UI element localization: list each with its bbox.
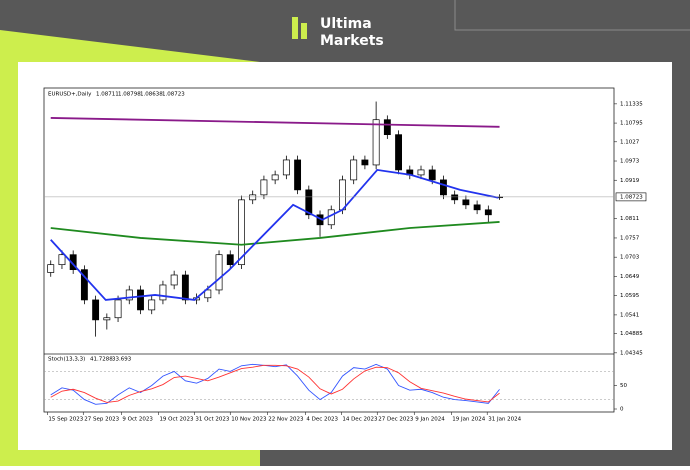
moving-average <box>50 221 500 246</box>
candle-body <box>271 174 279 181</box>
x-tick-label: 10 Nov 2023 <box>231 417 267 423</box>
symbol-title: EURUSD+,Daily <box>48 92 92 98</box>
candle-body <box>440 179 447 196</box>
candle-body <box>148 299 156 311</box>
y-tick-label: 1.0757 <box>620 235 640 241</box>
x-tick-label: 14 Dec 2023 <box>342 417 378 423</box>
candle-body <box>361 159 369 166</box>
brand-line2: Markets <box>320 33 384 49</box>
candle-body <box>417 169 425 176</box>
chart-frame <box>43 87 615 413</box>
stoch-line <box>50 363 500 405</box>
stoch-k-value: 41.7288 <box>90 357 113 363</box>
x-tick-label: 9 Jan 2024 <box>415 417 445 423</box>
candle-body <box>238 199 245 266</box>
x-tick-label: 31 Oct 2023 <box>195 417 230 423</box>
y-tick-label: 1.0973 <box>620 159 640 165</box>
indicator-title: Stoch(13,3,3) <box>48 357 85 363</box>
x-tick-label: 15 Sep 2023 <box>48 417 83 423</box>
ohlc-close: 1.08723 <box>162 92 185 98</box>
candle-body <box>282 159 290 176</box>
candle-body <box>428 169 436 181</box>
candle-body <box>462 199 470 206</box>
x-tick-label: 9 Oct 2023 <box>122 417 153 423</box>
candle-body <box>473 204 481 211</box>
x-tick-label: 22 Nov 2023 <box>268 417 304 423</box>
y-tick-label: 1.04885 <box>620 331 643 337</box>
y-tick-label: 1.04345 <box>620 350 643 356</box>
y-tick-label: 1.1027 <box>620 139 640 145</box>
candle-body <box>339 179 346 211</box>
candle-body <box>80 269 88 301</box>
last-price-box <box>615 192 647 202</box>
candle-body <box>249 194 257 201</box>
moving-average <box>50 117 500 128</box>
x-tick-label: 19 Jan 2024 <box>452 417 485 423</box>
ohlc-low: 1.08638 <box>140 92 163 98</box>
candle-body <box>114 299 122 319</box>
y-tick-label: 1.11335 <box>620 101 643 107</box>
candle-body <box>372 119 380 166</box>
brand-line1: Ultima <box>320 16 372 32</box>
y-tick-label: 1.0811 <box>620 216 639 222</box>
y-tick-label: 50 <box>620 383 627 389</box>
decor-line <box>454 0 690 31</box>
candle-body <box>92 299 100 321</box>
y-tick-label: 1.0595 <box>620 293 640 299</box>
candle-body <box>47 264 55 273</box>
x-tick-label: 27 Sep 2023 <box>84 417 119 423</box>
candle-body <box>395 134 403 171</box>
y-tick-label: 1.0703 <box>620 255 640 261</box>
candle-body <box>170 274 178 286</box>
ohlc-high: 1.08798 <box>118 92 141 98</box>
logo: Ultima Markets <box>292 16 384 49</box>
candle-body <box>137 289 144 311</box>
x-tick-label: 4 Dec 2023 <box>306 417 338 423</box>
moving-average <box>50 168 499 301</box>
stoch-d-value: 33.693 <box>112 357 132 363</box>
x-tick-label: 31 Jan 2024 <box>488 417 521 423</box>
candle-body <box>103 317 111 321</box>
candle-body <box>294 159 302 191</box>
candle-body <box>204 289 212 299</box>
y-tick-label: 1.0541 <box>620 312 639 318</box>
y-tick-label: 0 <box>620 407 624 413</box>
candle-body <box>484 209 492 216</box>
candle-body <box>260 179 268 196</box>
candle-body <box>350 159 358 181</box>
candle-body <box>215 254 223 291</box>
candle-body <box>226 254 234 266</box>
candle-body <box>451 194 459 201</box>
candle-body <box>125 289 133 301</box>
stoch-line <box>50 364 500 403</box>
y-tick-label: 1.0649 <box>620 274 640 280</box>
candle-body <box>159 284 167 301</box>
candle-body <box>383 119 391 136</box>
x-tick-label: 27 Dec 2023 <box>378 417 414 423</box>
y-tick-label: 1.10795 <box>620 121 643 127</box>
candle-body <box>181 274 189 301</box>
y-tick-label: 1.0919 <box>620 178 640 184</box>
candle-body <box>305 189 313 216</box>
logo-bar <box>301 23 307 39</box>
last-price-label: 1.08723 <box>620 194 643 200</box>
candle-body <box>58 254 66 266</box>
logo-bar <box>292 17 298 39</box>
x-tick-label: 19 Oct 2023 <box>159 417 194 423</box>
ohlc-open: 1.08711 <box>96 92 119 98</box>
